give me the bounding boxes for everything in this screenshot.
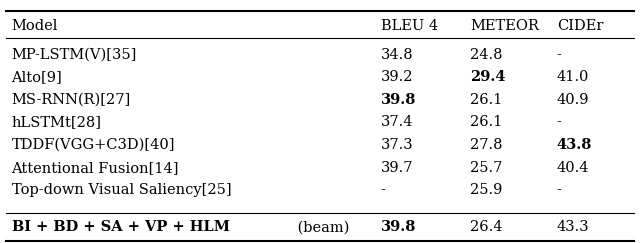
Text: 43.3: 43.3 (557, 220, 589, 234)
Text: Model: Model (12, 18, 58, 33)
Text: 27.8: 27.8 (470, 138, 503, 152)
Text: MP-LSTM(V)[35]: MP-LSTM(V)[35] (12, 48, 137, 62)
Text: Alto[9]: Alto[9] (12, 70, 62, 84)
Text: -: - (557, 48, 562, 62)
Text: 34.8: 34.8 (381, 48, 413, 62)
Text: 26.1: 26.1 (470, 93, 503, 107)
Text: 26.4: 26.4 (470, 220, 503, 234)
Text: Attentional Fusion[14]: Attentional Fusion[14] (12, 161, 179, 175)
Text: 39.8: 39.8 (381, 220, 416, 234)
Text: 25.7: 25.7 (470, 161, 503, 175)
Text: 37.4: 37.4 (381, 115, 413, 130)
Text: 39.8: 39.8 (381, 93, 416, 107)
Text: TDDF(VGG+C3D)[40]: TDDF(VGG+C3D)[40] (12, 138, 175, 152)
Text: 40.9: 40.9 (557, 93, 589, 107)
Text: BI + BD + SA + VP + HLM: BI + BD + SA + VP + HLM (12, 220, 230, 234)
Text: Top-down Visual Saliency[25]: Top-down Visual Saliency[25] (12, 183, 231, 197)
Text: 40.4: 40.4 (557, 161, 589, 175)
Text: 41.0: 41.0 (557, 70, 589, 84)
Text: -: - (557, 115, 562, 130)
Text: 24.8: 24.8 (470, 48, 503, 62)
Text: MS-RNN(R)[27]: MS-RNN(R)[27] (12, 93, 131, 107)
Text: -: - (557, 183, 562, 197)
Text: 43.8: 43.8 (557, 138, 592, 152)
Text: CIDEr: CIDEr (557, 18, 603, 33)
Text: 37.3: 37.3 (381, 138, 413, 152)
Text: 39.7: 39.7 (381, 161, 413, 175)
Text: 25.9: 25.9 (470, 183, 503, 197)
Text: 26.1: 26.1 (470, 115, 503, 130)
Text: (beam): (beam) (293, 220, 349, 234)
Text: 39.2: 39.2 (381, 70, 413, 84)
Text: -: - (381, 183, 386, 197)
Text: 29.4: 29.4 (470, 70, 506, 84)
Text: METEOR: METEOR (470, 18, 540, 33)
Text: hLSTMt[28]: hLSTMt[28] (12, 115, 102, 130)
Text: BLEU 4: BLEU 4 (381, 18, 438, 33)
